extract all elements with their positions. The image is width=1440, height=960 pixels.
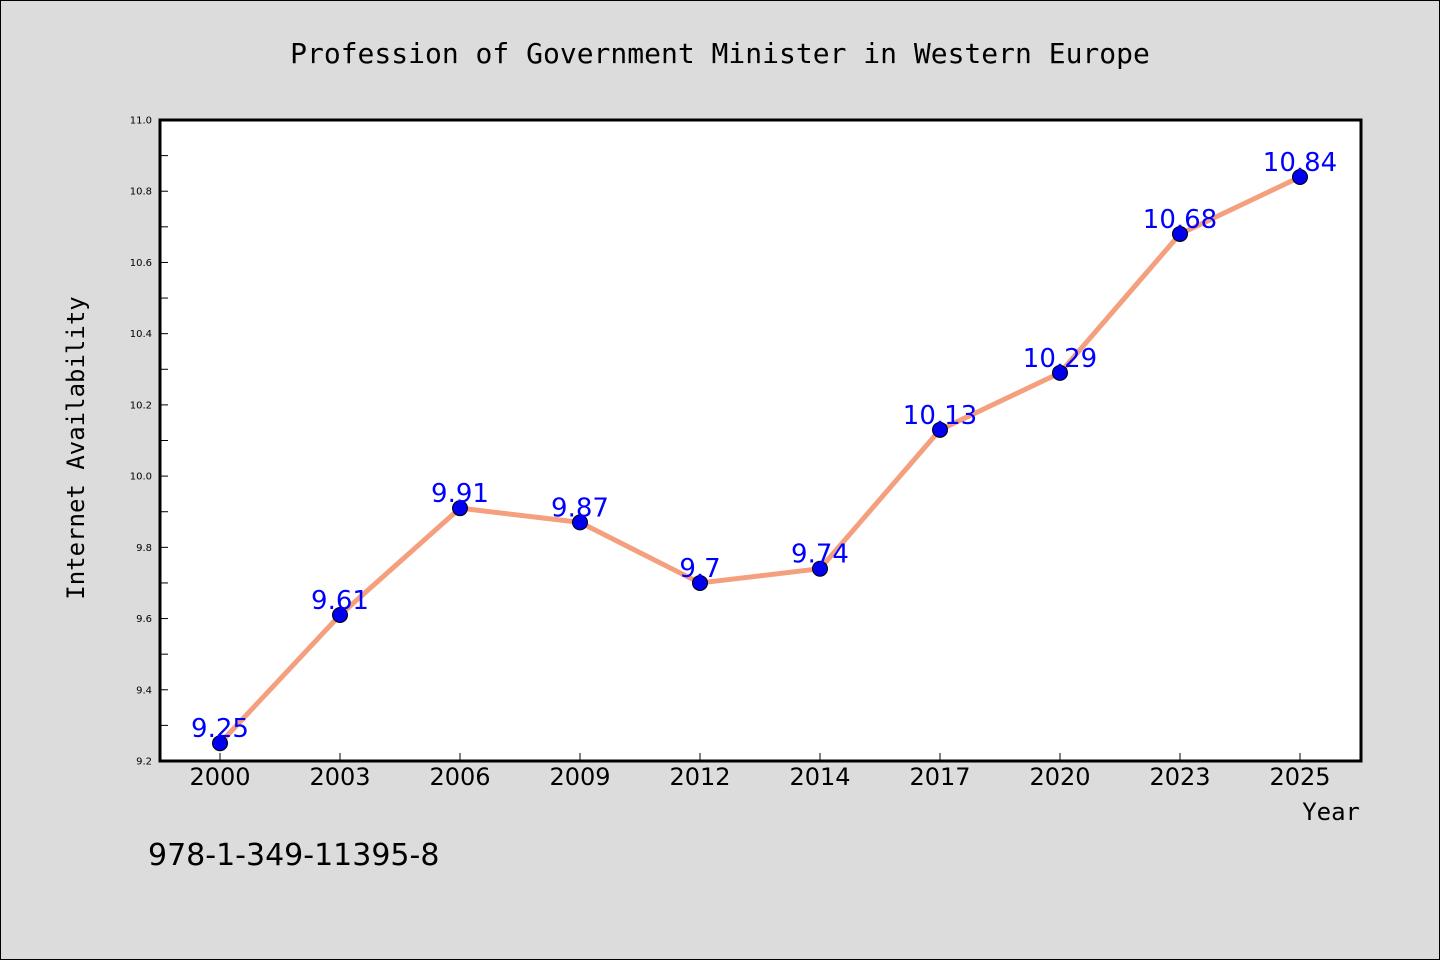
- data-label: 10.13: [903, 401, 977, 431]
- y-tick-label: 10.6: [130, 258, 152, 269]
- y-tick-label: 9.6: [136, 614, 152, 625]
- y-tick-label: 10.8: [130, 187, 152, 198]
- y-tick-label: 10.0: [130, 472, 152, 483]
- x-tick-label: 2012: [669, 763, 730, 791]
- x-tick-label: 2025: [1269, 763, 1330, 791]
- plot-area: [158, 118, 1363, 763]
- data-label: 9.61: [311, 586, 369, 616]
- data-label: 9.91: [431, 479, 489, 509]
- y-tick-label: 9.4: [136, 685, 152, 696]
- x-tick-label: 2009: [549, 763, 610, 791]
- data-label: 9.7: [679, 554, 720, 584]
- data-point: [452, 500, 468, 517]
- data-point: [932, 421, 948, 438]
- data-label: 10.68: [1143, 205, 1217, 235]
- series-markers: [212, 168, 1308, 752]
- y-tick-label: 11.0: [130, 116, 152, 127]
- y-axis-label: Internet Availability: [62, 296, 90, 599]
- data-point: [1292, 168, 1308, 185]
- data-point: [812, 560, 828, 577]
- data-point: [212, 735, 228, 752]
- data-label: 9.25: [191, 714, 249, 744]
- data-label: 10.84: [1263, 148, 1337, 178]
- x-tick-label: 2023: [1149, 763, 1210, 791]
- series-line: [218, 174, 1302, 745]
- data-point: [1052, 364, 1068, 381]
- data-label: 9.74: [791, 540, 849, 570]
- data-label: 10.29: [1023, 344, 1097, 374]
- x-tick-label: 2006: [429, 763, 490, 791]
- data-label: 9.87: [551, 493, 609, 523]
- chart-title: Profession of Government Minister in Wes…: [290, 37, 1150, 70]
- data-labels: 9.25 9.61 9.91 9.87 9.7 9.74 10.13 10.29 10.68 10…: [191, 148, 1337, 744]
- x-axis-label: Year: [1302, 798, 1360, 826]
- x-tick-label: 2020: [1029, 763, 1090, 791]
- x-tick-label: 2003: [309, 763, 370, 791]
- footnote: 978-1-349-11395-8: [148, 838, 439, 873]
- y-tick-label: 10.4: [130, 329, 152, 340]
- y-tick-label: 9.8: [136, 543, 152, 554]
- y-axis-ticks: 9.2 9.4 9.6 9.8 10.0 10.2 10.4 10.6 10.8 11.0: [130, 116, 168, 768]
- x-axis-ticks: 2000 2003 2006 2009 2012 2014 2017 2020 2023 2025: [189, 753, 1331, 791]
- data-point: [1172, 225, 1188, 242]
- data-point: [692, 574, 708, 591]
- data-point: [332, 606, 348, 623]
- x-tick-label: 2014: [789, 763, 850, 791]
- x-tick-label: 2000: [189, 763, 250, 791]
- x-tick-label: 2017: [909, 763, 970, 791]
- y-tick-label: 10.2: [130, 400, 152, 411]
- y-tick-label: 9.2: [136, 757, 152, 768]
- data-point: [572, 514, 588, 531]
